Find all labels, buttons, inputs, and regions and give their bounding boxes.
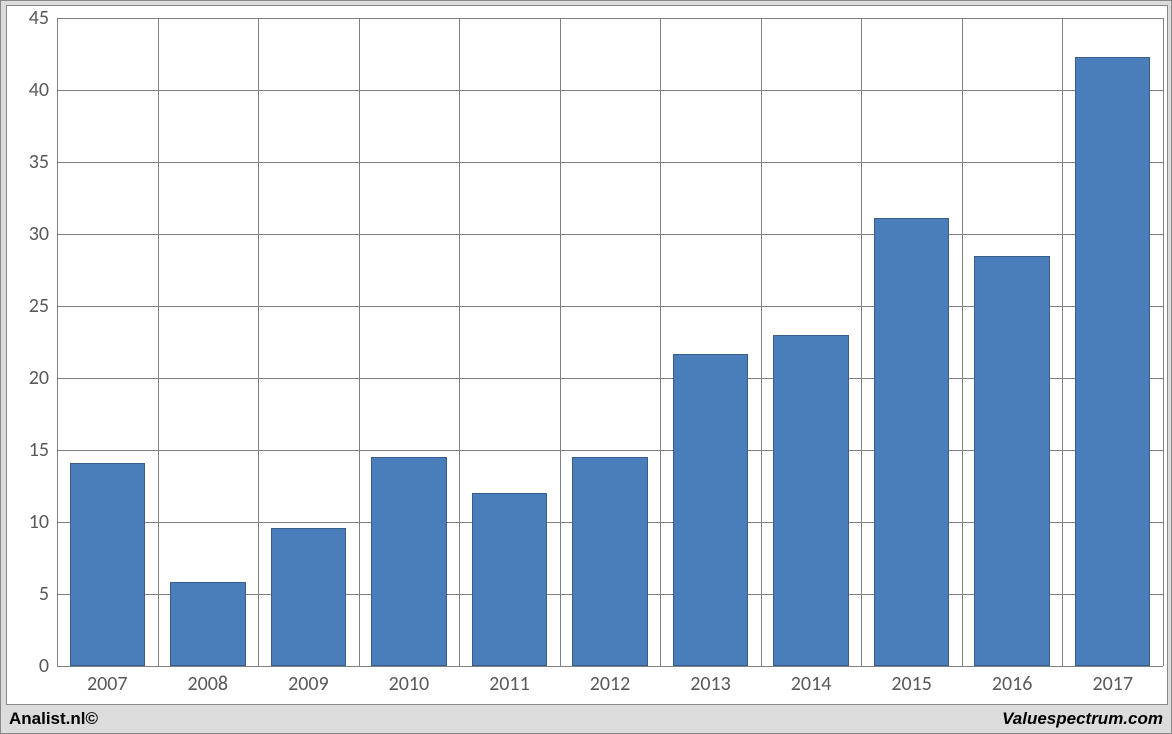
x-tick-label: 2014 (761, 672, 862, 696)
footer: Analist.nl© Valuespectrum.com (9, 707, 1163, 729)
plot-area: 0510152025303540452007200820092010201120… (57, 18, 1163, 666)
chart-outer: 0510152025303540452007200820092010201120… (0, 0, 1172, 734)
bar (572, 457, 647, 666)
y-tick-label: 35 (9, 150, 49, 174)
gridline-x (861, 18, 862, 666)
bar (974, 256, 1049, 666)
gridline-x (660, 18, 661, 666)
y-tick-label: 0 (9, 654, 49, 678)
y-tick-label: 45 (9, 6, 49, 30)
gridline-x (359, 18, 360, 666)
bar (170, 582, 245, 666)
y-tick-label: 15 (9, 438, 49, 462)
x-tick-label: 2013 (660, 672, 761, 696)
bar (371, 457, 446, 666)
bar (773, 335, 848, 666)
gridline-x (57, 18, 58, 666)
gridline-x (962, 18, 963, 666)
gridline-x (258, 18, 259, 666)
x-tick-label: 2016 (962, 672, 1063, 696)
x-tick-label: 2012 (560, 672, 661, 696)
x-tick-label: 2009 (258, 672, 359, 696)
x-tick-label: 2007 (57, 672, 158, 696)
gridline-y (57, 234, 1163, 235)
y-tick-label: 5 (9, 582, 49, 606)
bar (1075, 57, 1150, 666)
x-tick-label: 2010 (359, 672, 460, 696)
bar (673, 354, 748, 666)
y-tick-label: 40 (9, 78, 49, 102)
gridline-x (761, 18, 762, 666)
chart-panel: 0510152025303540452007200820092010201120… (6, 5, 1168, 705)
gridline-x (1163, 18, 1164, 666)
gridline-x (158, 18, 159, 666)
footer-right-text: Valuespectrum.com (1002, 709, 1163, 729)
gridline-x (1062, 18, 1063, 666)
x-tick-label: 2011 (459, 672, 560, 696)
gridline-x (560, 18, 561, 666)
x-tick-label: 2015 (861, 672, 962, 696)
bar (271, 528, 346, 666)
y-tick-label: 30 (9, 222, 49, 246)
gridline-y (57, 18, 1163, 19)
x-tick-label: 2008 (158, 672, 259, 696)
bar (874, 218, 949, 666)
y-tick-label: 25 (9, 294, 49, 318)
gridline-y (57, 666, 1163, 667)
bar (70, 463, 145, 666)
y-tick-label: 20 (9, 366, 49, 390)
gridline-y (57, 90, 1163, 91)
gridline-y (57, 162, 1163, 163)
footer-left-text: Analist.nl© (9, 709, 98, 729)
bar (472, 493, 547, 666)
x-tick-label: 2017 (1062, 672, 1163, 696)
gridline-x (459, 18, 460, 666)
y-tick-label: 10 (9, 510, 49, 534)
